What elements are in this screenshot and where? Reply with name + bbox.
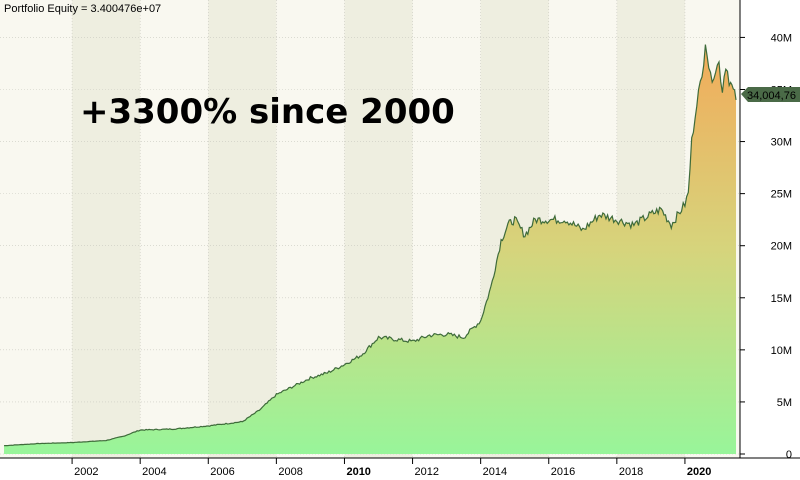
chart-title: Portfolio Equity = 3.400476e+07 (4, 3, 161, 15)
y-tick-label: 30M (771, 137, 792, 149)
y-tick-label: 5M (777, 397, 792, 409)
x-axis-ticks: 2002 2004 2006 2008 2010 2012 2014 2016 2018 2020 (71, 458, 711, 478)
performance-annotation: +3300% since 2000 (80, 92, 455, 132)
x-tick-label: 2004 (142, 466, 166, 478)
x-tick-label: 2018 (619, 466, 643, 478)
year-band (72, 0, 141, 458)
y-tick-label: 25M (771, 189, 792, 201)
x-tick-label: 2020 (687, 466, 711, 478)
y-tick-label: 10M (771, 345, 792, 357)
y-tick-label: 15M (771, 293, 792, 305)
x-tick-label: 2016 (551, 466, 575, 478)
y-axis-ticks: 05M10M15M20M25M30M35M40M (740, 32, 792, 461)
y-tick-label: 0 (786, 449, 792, 461)
x-tick-label: 2008 (278, 466, 302, 478)
x-tick-label: 2002 (74, 466, 98, 478)
year-band (208, 0, 277, 458)
y-tick-label: 40M (771, 32, 792, 44)
last-value-marker (741, 87, 800, 102)
x-tick-label: 2014 (483, 466, 507, 478)
x-tick-label: 2012 (415, 466, 439, 478)
last-value-tag: 34,004,76 (741, 87, 800, 102)
equity-line (3, 44, 737, 447)
equity-area (4, 44, 736, 454)
x-tick-label: 2010 (346, 466, 370, 478)
x-tick-label: 2006 (210, 466, 234, 478)
last-value-label: 34,004,76 (747, 90, 796, 102)
y-tick-label: 20M (771, 241, 792, 253)
